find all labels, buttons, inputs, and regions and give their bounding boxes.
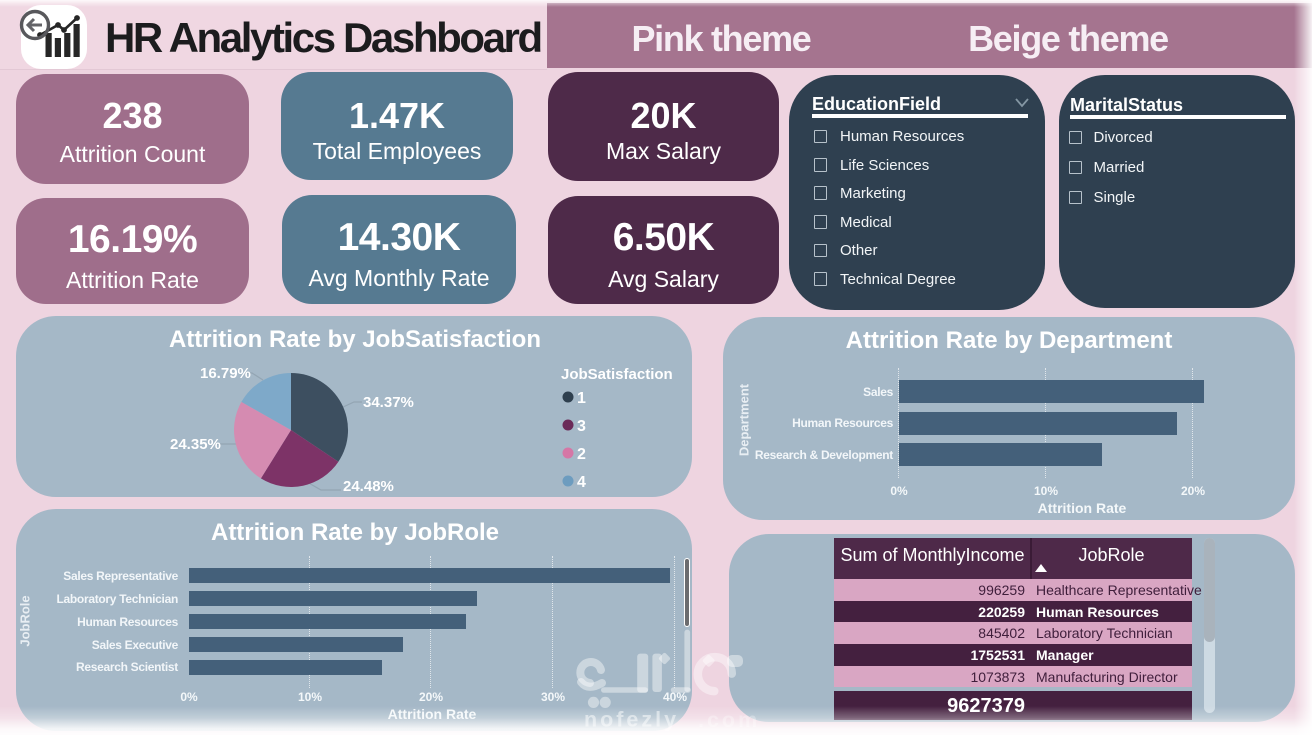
svg-text:JobSatisfaction: JobSatisfaction	[561, 366, 673, 383]
svg-text:4: 4	[577, 474, 586, 491]
svg-text:16.79%: 16.79%	[200, 365, 251, 382]
svg-text:3: 3	[577, 418, 586, 435]
svg-text:34.37%: 34.37%	[363, 394, 414, 411]
svg-text:24.35%: 24.35%	[170, 436, 221, 453]
svg-text:24.48%: 24.48%	[343, 478, 394, 495]
svg-text:2: 2	[577, 446, 586, 463]
svg-text:1: 1	[577, 390, 586, 407]
